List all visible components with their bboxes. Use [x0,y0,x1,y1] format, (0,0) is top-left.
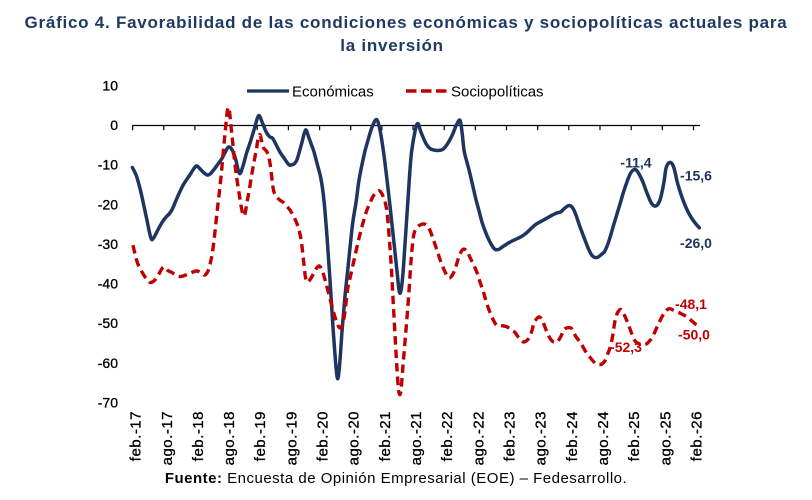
svg-text:feb.-23: feb.-23 [502,411,519,461]
svg-text:-10: -10 [98,157,118,173]
svg-text:-30: -30 [98,236,118,252]
svg-text:-40: -40 [98,276,118,292]
svg-text:feb.-19: feb.-19 [252,411,269,461]
svg-text:Económicas: Económicas [292,84,374,101]
svg-text:feb.-21: feb.-21 [377,411,394,461]
svg-text:ago.-18: ago.-18 [221,411,238,465]
svg-text:ago.-22: ago.-22 [470,411,487,465]
svg-text:feb.-26: feb.-26 [689,411,706,461]
svg-text:-26,0: -26,0 [680,235,712,251]
svg-text:-50,0: -50,0 [678,327,710,343]
svg-text:-48,1: -48,1 [675,296,707,312]
svg-text:feb.-25: feb.-25 [626,411,643,461]
svg-text:ago.-19: ago.-19 [283,411,300,465]
svg-text:ago.-20: ago.-20 [346,411,363,465]
svg-text:-60: -60 [98,355,118,371]
svg-text:Sociopolíticas: Sociopolíticas [451,84,544,101]
svg-text:feb.-24: feb.-24 [564,411,581,461]
svg-text:feb.-18: feb.-18 [190,411,207,461]
svg-text:-70: -70 [98,395,118,411]
svg-text:-52,3: -52,3 [610,339,642,355]
svg-text:feb.-17: feb.-17 [128,411,145,461]
svg-text:-20: -20 [98,196,118,212]
svg-text:ago.-21: ago.-21 [408,411,425,465]
svg-text:feb.-20: feb.-20 [315,411,332,461]
svg-text:0: 0 [110,117,118,133]
svg-text:-11,4: -11,4 [620,155,651,171]
svg-text:-15,6: -15,6 [680,168,712,184]
svg-text:ago.-25: ago.-25 [657,411,674,465]
svg-text:-50: -50 [98,315,118,331]
svg-text:feb.-22: feb.-22 [439,411,456,461]
svg-text:ago.-17: ago.-17 [159,411,176,465]
svg-text:10: 10 [102,77,118,93]
svg-text:ago.-23: ago.-23 [533,411,550,465]
svg-text:ago.-24: ago.-24 [595,411,612,465]
